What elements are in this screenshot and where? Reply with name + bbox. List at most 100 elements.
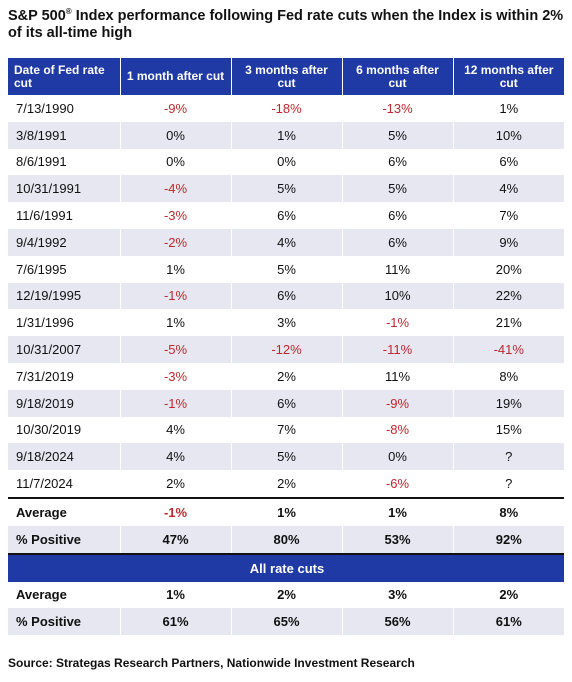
table-row: 9/18/2019 -1% 6% -9% 19% [8, 389, 564, 417]
table-row: 7/6/1995 1% 5% 11% 20% [8, 255, 564, 283]
summary-cell-m3: 80% [230, 525, 342, 554]
summary-label: % Positive [8, 608, 120, 636]
return-cell-m1: 1% [119, 309, 231, 337]
return-cell-m12: 15% [452, 416, 564, 444]
summary-cell-m12: 61% [452, 608, 564, 636]
return-cell-m6: -8% [341, 416, 453, 444]
cut-date-cell: 7/13/1990 [16, 100, 74, 116]
return-cell-m3: 7% [230, 416, 342, 444]
table-row: 11/6/1991 -3% 6% 6% 7% [8, 202, 564, 229]
return-cell-m6: 6% [341, 202, 453, 229]
cut-date-cell: 10/31/1991 [8, 175, 120, 203]
return-cell-m3: 3% [230, 309, 342, 337]
return-cell-m1: 1% [119, 255, 231, 283]
cut-date-cell: 11/6/1991 [16, 208, 73, 224]
summary-row: % Positive 61% 65% 56% 61% [8, 608, 564, 636]
cut-date-cell: 10/30/2019 [16, 422, 82, 438]
return-cell-m6: -9% [341, 389, 453, 417]
return-cell-m3: 6% [230, 202, 342, 229]
return-cell-m6: 10% [341, 282, 453, 310]
return-cell-m6: 11% [341, 362, 453, 390]
return-cell-m1: -3% [119, 202, 231, 229]
table-row: 10/31/1991 -4% 5% 5% 4% [8, 175, 564, 203]
header-1-month: 1 month after cut [119, 58, 231, 95]
return-cell-m3: 2% [230, 470, 342, 498]
return-cell-m12: 7% [452, 202, 564, 229]
summary-cell-m12: 8% [452, 496, 564, 526]
return-cell-m6: -6% [341, 470, 453, 498]
return-cell-m6: 0% [341, 443, 453, 471]
cut-date-cell: 9/4/1992 [8, 228, 120, 256]
summary-cell-m1: -1% [119, 496, 231, 526]
return-cell-m3: 5% [230, 175, 342, 203]
table-row: 8/6/1991 0% 0% 6% 6% [8, 148, 564, 176]
summary-label: Average [8, 496, 120, 526]
header-3-months: 3 months after cut [230, 58, 342, 95]
table-row: 1/31/1996 1% 3% -1% 21% [8, 309, 564, 337]
summary-row: Average 1% 2% 3% 2% [8, 581, 564, 609]
source-note: Source: Strategas Research Partners, Nat… [8, 656, 415, 670]
summary-cell-m1: 47% [119, 525, 231, 554]
return-cell-m1: 0% [119, 121, 231, 149]
summary-cell-m12: 2% [452, 581, 564, 609]
return-cell-m6: 5% [341, 175, 453, 203]
return-cell-m6: 6% [341, 148, 453, 176]
return-cell-m6: 6% [341, 228, 453, 256]
return-cell-m1: -1% [119, 282, 231, 310]
summary-label: % Positive [8, 525, 120, 554]
summary-cell-m3: 1% [230, 496, 342, 526]
table-row: 10/31/2007 -5% -12% -11% -41% [8, 336, 564, 363]
return-cell-m12: 10% [452, 121, 564, 149]
return-cell-m12: 1% [452, 95, 564, 122]
return-cell-m6: 5% [341, 121, 453, 149]
return-cell-m12: 9% [452, 228, 564, 256]
return-cell-m1: -2% [119, 228, 231, 256]
cut-date-cell: 12/19/1995 [8, 282, 120, 310]
header-row: Date of Fed rate cut 1 month after cut 3… [8, 58, 564, 95]
return-cell-m12: ? [452, 443, 564, 471]
all-rate-cuts-header: All rate cuts [8, 552, 564, 582]
return-cell-m3: 5% [230, 255, 342, 283]
cut-date-cell: 8/6/1991 [16, 154, 67, 170]
return-cell-m3: -18% [230, 95, 342, 122]
return-cell-m6: 11% [341, 255, 453, 283]
table-row: 10/30/2019 4% 7% -8% 15% [8, 416, 564, 444]
return-cell-m12: -41% [452, 336, 564, 363]
return-cell-m1: 2% [119, 470, 231, 498]
header-6-months: 6 months after cut [341, 58, 453, 95]
summary-cell-m3: 65% [230, 608, 342, 636]
cut-date-cell: 10/31/2007 [8, 336, 120, 363]
summary-cell-m6: 1% [341, 496, 453, 526]
return-cell-m3: 4% [230, 228, 342, 256]
table-row: 9/18/2024 4% 5% 0%? [8, 443, 564, 471]
title-main: S&P 500 [8, 8, 66, 24]
return-cell-m1: -3% [119, 362, 231, 390]
cut-date-cell: 9/18/2024 [8, 443, 120, 471]
return-cell-m12: ? [452, 470, 564, 498]
performance-table: Date of Fed rate cut 1 month after cut 3… [8, 58, 564, 636]
header-12-months: 12 months after cut [452, 58, 564, 95]
cut-date-cell: 9/18/2019 [8, 389, 120, 417]
return-cell-m12: 8% [452, 362, 564, 390]
title-rest: Index performance following Fed rate cut… [8, 8, 564, 41]
return-cell-m12: 20% [452, 255, 564, 283]
summary-cell-m6: 3% [341, 581, 453, 609]
return-cell-m3: -12% [230, 336, 342, 363]
table-row: 3/8/1991 0% 1% 5% 10% [8, 121, 564, 149]
header-date: Date of Fed rate cut [8, 58, 120, 95]
summary-label: Average [16, 587, 67, 603]
return-cell-m1: -1% [119, 389, 231, 417]
return-cell-m1: -9% [119, 95, 231, 122]
return-cell-m6: -11% [341, 336, 453, 363]
cut-date-cell: 3/8/1991 [8, 121, 120, 149]
return-cell-m1: 0% [119, 148, 231, 176]
return-cell-m6: -13% [341, 95, 453, 122]
cut-date-cell: 7/31/2019 [16, 368, 74, 384]
return-cell-m1: 4% [119, 443, 231, 471]
return-cell-m3: 6% [230, 389, 342, 417]
return-cell-m12: 6% [452, 148, 564, 176]
title-registered-mark: ® [65, 7, 72, 17]
return-cell-m12: 4% [452, 175, 564, 203]
all-rate-cuts-label: All rate cuts [8, 552, 564, 582]
summary-cell-m3: 2% [230, 581, 342, 609]
